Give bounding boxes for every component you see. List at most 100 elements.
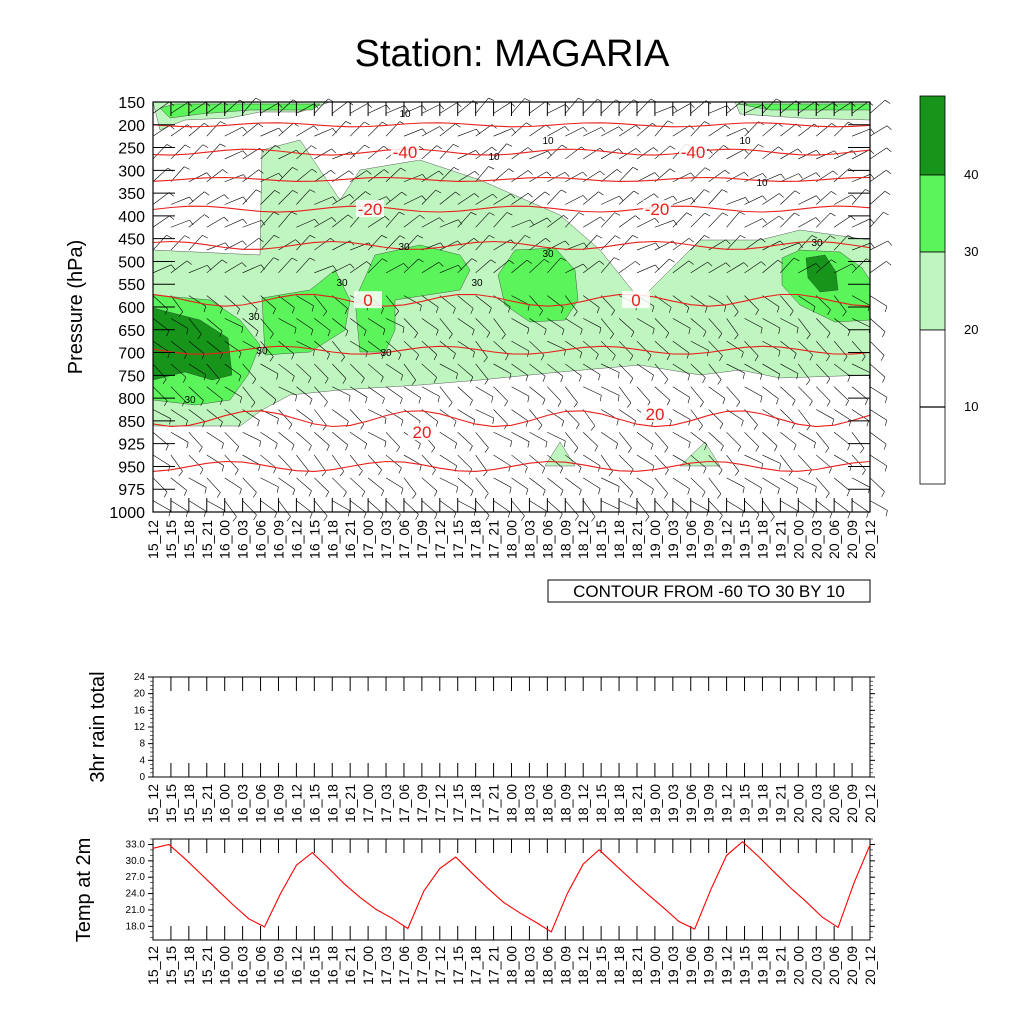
time-tick-label: 16_06: [253, 784, 269, 823]
rain-tick-label: 12: [134, 722, 146, 733]
wind-barb: [170, 386, 186, 402]
rain-frame: [152, 676, 871, 778]
wind-barb: [708, 363, 722, 380]
wind-barb: [672, 172, 691, 182]
wind-barb: [385, 167, 401, 182]
wind-barb-feather: [286, 516, 291, 522]
wind-barb-feather: [475, 150, 480, 156]
wind-barb: [816, 386, 831, 402]
wind-barb-feather: [438, 170, 444, 176]
wind-barb-feather: [419, 464, 422, 471]
wind-barb: [780, 363, 799, 374]
wind-barb: [744, 295, 759, 311]
wind-barb: [224, 363, 242, 376]
wind-barb-feather: [332, 265, 337, 271]
wind-barb-feather: [203, 306, 207, 313]
wind-barb: [457, 193, 475, 205]
wind-barb: [636, 340, 652, 356]
wind-barb: [188, 454, 204, 470]
wind-barb-feather: [471, 258, 478, 262]
wind-barb-feather: [579, 352, 583, 359]
wind-barb-feather: [826, 400, 831, 407]
time-tick-label: 16_03: [235, 784, 251, 823]
wind-barb-feather: [474, 171, 480, 176]
wind-barb: [421, 363, 437, 378]
wind-barb: [278, 239, 296, 251]
temp-tick-label: 30.0: [126, 856, 146, 867]
wind-barb-feather: [524, 235, 531, 239]
wind-barb-feather: [169, 418, 172, 425]
wind-barb-feather: [506, 212, 513, 216]
wind-barb-feather: [832, 419, 835, 426]
wind-barb-feather: [563, 440, 566, 447]
wind-barb: [349, 191, 366, 205]
wind-barb-feather: [383, 145, 389, 150]
time-tick-label: 19_06: [683, 784, 699, 823]
humidity-contour-label: 10: [739, 136, 751, 147]
wind-barb-feather: [469, 399, 473, 406]
wind-barb: [851, 318, 871, 328]
wind-barb-feather: [703, 331, 707, 337]
wind-barb-feather: [384, 441, 387, 448]
wind-barb-feather: [614, 235, 621, 239]
wind-barb: [206, 216, 225, 228]
wind-barb-feather: [778, 350, 781, 357]
wind-barb-feather: [616, 419, 619, 426]
wind-barb: [600, 195, 620, 205]
wind-barb-feather: [455, 191, 461, 196]
wind-barb-feather: [291, 307, 295, 314]
wind-barb-feather: [288, 424, 293, 430]
wind-barb-feather: [616, 169, 622, 174]
wind-barb: [565, 171, 583, 182]
wind-barb-feather: [203, 374, 207, 381]
time-tick-label: 20_00: [790, 946, 806, 985]
wind-barb-feather: [238, 375, 242, 382]
wind-barb-feather: [776, 306, 780, 313]
wind-barb-feather: [851, 194, 857, 200]
wind-barb-feather: [754, 355, 759, 362]
wind-barb-feather: [762, 218, 767, 224]
wind-barb: [242, 97, 256, 114]
wind-barb: [582, 99, 598, 114]
legend-box-2: [919, 251, 946, 331]
wind-barb: [385, 121, 400, 137]
wind-barb: [421, 477, 438, 492]
wind-barb-feather: [704, 212, 711, 217]
wind-barb-feather: [755, 309, 759, 316]
time-tick-label: 16_15: [306, 946, 322, 985]
wind-barb-feather: [204, 214, 210, 219]
time-tick-label: 16_21: [342, 946, 358, 985]
wind-barb-feather: [418, 397, 421, 404]
wind-barb-feather: [291, 375, 295, 382]
time-tick-label: 19_18: [755, 784, 771, 823]
wind-barb-feather: [225, 242, 230, 248]
wind-barb-feather: [770, 516, 775, 522]
wind-barb: [188, 409, 205, 422]
wind-barb: [224, 409, 241, 422]
wind-barb: [260, 235, 275, 251]
wind-barb: [833, 477, 850, 491]
wind-barb: [224, 196, 244, 205]
wind-barb-feather: [665, 515, 669, 521]
wind-barb-feather: [795, 487, 798, 494]
wind-barb-feather: [313, 125, 319, 131]
wind-barb: [493, 128, 513, 137]
wind-barb: [296, 500, 313, 514]
wind-barb: [242, 189, 257, 205]
wind-barb-feather: [762, 195, 767, 201]
time-tick-label: 17_00: [360, 946, 376, 985]
wind-barb-feather: [762, 104, 767, 110]
wind-barb: [493, 318, 506, 335]
wind-barb-feather: [578, 375, 582, 382]
wind-barb: [457, 170, 475, 182]
wind-barb: [385, 318, 405, 328]
wind-barb: [708, 477, 722, 494]
wind-barb-feather: [826, 332, 831, 339]
wind-barb: [350, 386, 368, 398]
wind-barb-feather: [706, 350, 709, 357]
wind-barb-feather: [292, 167, 298, 171]
wind-barb: [493, 102, 511, 114]
wind-barb: [332, 386, 351, 396]
